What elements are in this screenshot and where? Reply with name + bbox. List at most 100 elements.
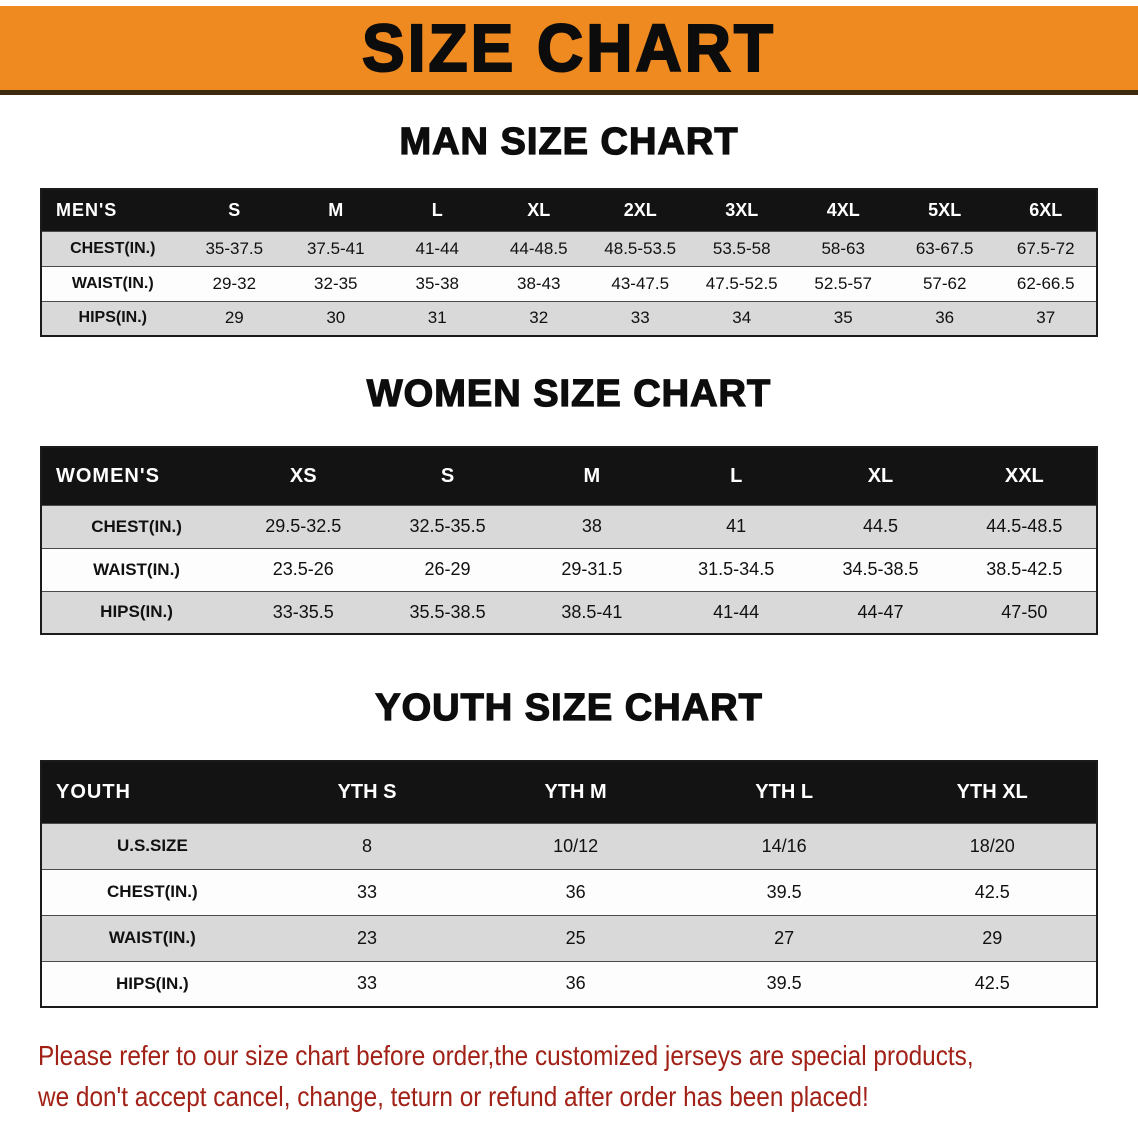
table-cell: 43-47.5 xyxy=(589,265,691,301)
size-table: MEN'S S M L XL 2XL 3XL 4XL 5XL 6XL CHEST(IN.) 35-37… xyxy=(40,188,1098,337)
table-cell: 18/20 xyxy=(888,822,1097,869)
row-label: U.S.SIZE xyxy=(41,822,263,869)
table-cell: 47.5-52.5 xyxy=(690,265,793,301)
table-cell: 32-35 xyxy=(285,265,387,301)
table-cell: 38.5-41 xyxy=(519,590,665,634)
column-header: M xyxy=(583,464,601,487)
youth-size-chart-heading: YOUTH SIZE CHART xyxy=(375,686,763,729)
table-cell: 23.5-26 xyxy=(231,547,376,591)
column-header: 5XL xyxy=(928,199,962,220)
row-label: HIPS(IN.) xyxy=(41,300,184,336)
size-table: WOMEN'S XS S M L XL XXL CHEST(IN.) 29.5-32.5 32.5… xyxy=(40,446,1098,635)
table-title: MEN'S xyxy=(56,199,118,220)
column-header: M xyxy=(328,199,344,220)
table-row: CHEST(IN.) 35-37.5 37.5-41 41-44 44-48.5 48.5… xyxy=(41,230,1097,266)
table-cell: 38-43 xyxy=(488,265,590,301)
table-cell: 39.5 xyxy=(679,868,889,915)
table-cell: 30 xyxy=(285,300,387,336)
column-header: XS xyxy=(289,464,317,487)
table-row: U.S.SIZE 8 10/12 14/16 18/20 xyxy=(41,822,1097,869)
table-cell: 29 xyxy=(888,914,1097,961)
table-row: WAIST(IN.) 23 25 27 29 xyxy=(41,914,1097,961)
row-label: HIPS(IN.) xyxy=(41,590,232,634)
column-header: XXL xyxy=(1004,464,1044,487)
table-cell: 29-31.5 xyxy=(519,547,665,591)
row-label: CHEST(IN.) xyxy=(41,504,232,548)
banner-title: SIZE CHART xyxy=(361,9,776,87)
table-cell: 23 xyxy=(262,914,472,961)
table-cell: 8 xyxy=(262,822,472,869)
footer-note: Please refer to our size chart before or… xyxy=(38,1036,1100,1117)
column-header: 6XL xyxy=(1029,199,1063,220)
table-cell: 34.5-38.5 xyxy=(808,547,953,591)
table-cell: 37 xyxy=(995,300,1097,336)
table-row: WAIST(IN.) 23.5-26 26-29 29-31.5 31.5-34.5 34… xyxy=(41,547,1097,591)
table-cell: 31 xyxy=(386,300,488,336)
table-row: HIPS(IN.) 33-35.5 35.5-38.5 38.5-41 41-44 44-… xyxy=(41,590,1097,634)
column-header: YTH L xyxy=(755,780,814,803)
table-cell: 33 xyxy=(262,960,472,1007)
table-cell: 48.5-53.5 xyxy=(589,230,691,266)
table-cell: 38.5-42.5 xyxy=(952,547,1097,591)
table-cell: 31.5-34.5 xyxy=(664,547,809,591)
table-row: CHEST(IN.) 33 36 39.5 42.5 xyxy=(41,868,1097,915)
table-cell: 29-32 xyxy=(183,265,286,301)
man-size-chart-heading: MAN SIZE CHART xyxy=(399,120,739,163)
table-cell: 34 xyxy=(690,300,793,336)
banner: SIZE CHART xyxy=(0,6,1138,95)
column-header: XL xyxy=(527,199,551,220)
table-cell: 58-63 xyxy=(792,230,894,266)
table-header-row: WOMEN'S XS S M L XL XXL xyxy=(41,447,1097,505)
table-cell: 35-37.5 xyxy=(183,230,286,266)
youth-size-table: YOUTH YTH S YTH M YTH L YTH XL U.S.SIZE 8 10/12… xyxy=(40,760,1098,1008)
table-cell: 41-44 xyxy=(664,590,809,634)
table-cell: 33-35.5 xyxy=(231,590,376,634)
table-cell: 53.5-58 xyxy=(690,230,793,266)
column-header: L xyxy=(730,464,743,487)
column-header: 3XL xyxy=(725,199,759,220)
table-cell: 14/16 xyxy=(679,822,889,869)
table-row: HIPS(IN.) 29 30 31 32 33 34 35 36 37 xyxy=(41,300,1097,336)
table-title: YOUTH xyxy=(56,780,131,803)
footer-note-line2: we don't accept cancel, change, teturn o… xyxy=(38,1080,869,1112)
row-label: WAIST(IN.) xyxy=(41,914,263,961)
table-cell: 32.5-35.5 xyxy=(375,504,520,548)
women-size-chart-heading: WOMEN SIZE CHART xyxy=(366,372,772,415)
table-cell: 29.5-32.5 xyxy=(231,504,376,548)
table-cell: 42.5 xyxy=(888,960,1097,1007)
row-label: CHEST(IN.) xyxy=(41,230,184,266)
table-cell: 32 xyxy=(488,300,590,336)
table-cell: 35-38 xyxy=(386,265,488,301)
column-header: 4XL xyxy=(826,199,860,220)
column-header: S xyxy=(440,464,455,487)
table-cell: 44-47 xyxy=(808,590,953,634)
table-cell: 62-66.5 xyxy=(995,265,1097,301)
table-cell: 63-67.5 xyxy=(893,230,996,266)
table-cell: 10/12 xyxy=(471,822,680,869)
table-cell: 25 xyxy=(471,914,680,961)
table-cell: 47-50 xyxy=(952,590,1097,634)
row-label: WAIST(IN.) xyxy=(41,265,184,301)
table-cell: 41 xyxy=(664,504,809,548)
column-header: YTH S xyxy=(337,780,397,803)
table-header-row: YOUTH YTH S YTH M YTH L YTH XL xyxy=(41,761,1097,823)
table-cell: 67.5-72 xyxy=(995,230,1097,266)
table-title: WOMEN'S xyxy=(56,464,160,487)
mens-size-table: MEN'S S M L XL 2XL 3XL 4XL 5XL 6XL CHEST(IN.) 35-37… xyxy=(40,188,1098,337)
table-row: CHEST(IN.) 29.5-32.5 32.5-35.5 38 41 44.5 44.5… xyxy=(41,504,1097,548)
column-header: YTH XL xyxy=(956,780,1028,803)
table-cell: 26-29 xyxy=(375,547,520,591)
table-header-row: MEN'S S M L XL 2XL 3XL 4XL 5XL 6XL xyxy=(41,189,1097,231)
column-header: L xyxy=(431,199,443,220)
table-cell: 42.5 xyxy=(888,868,1097,915)
column-header: 2XL xyxy=(623,199,657,220)
table-cell: 33 xyxy=(589,300,691,336)
table-row: HIPS(IN.) 33 36 39.5 42.5 xyxy=(41,960,1097,1007)
table-cell: 37.5-41 xyxy=(285,230,387,266)
row-label: CHEST(IN.) xyxy=(41,868,263,915)
table-row: WAIST(IN.) 29-32 32-35 35-38 38-43 43-47.5 47.… xyxy=(41,265,1097,301)
table-cell: 35.5-38.5 xyxy=(375,590,520,634)
table-cell: 39.5 xyxy=(679,960,889,1007)
table-cell: 33 xyxy=(262,868,472,915)
